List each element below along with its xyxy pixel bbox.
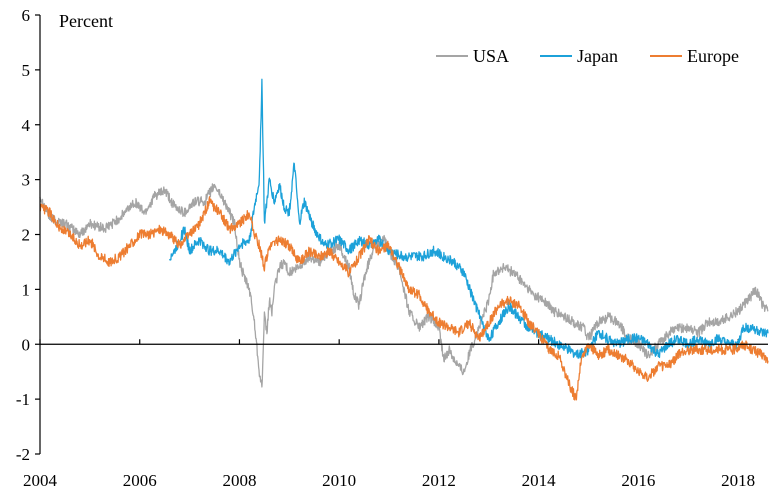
x-tick-label: 2008 bbox=[222, 471, 256, 490]
x-tick-label: 2004 bbox=[23, 471, 58, 490]
legend: USA Japan Europe bbox=[436, 46, 739, 66]
x-tick-label: 2012 bbox=[422, 471, 456, 490]
y-axis-ticks: 6 5 4 3 2 1 0 -1 -2 bbox=[16, 6, 40, 464]
y-tick-label: 1 bbox=[22, 280, 31, 299]
y-axis-title: Percent bbox=[59, 11, 113, 31]
y-tick-label: -1 bbox=[16, 390, 30, 409]
y-tick-label: 4 bbox=[22, 116, 31, 135]
x-axis-ticks: 2004 2006 2008 2010 2012 2014 2016 2018 bbox=[23, 339, 755, 490]
y-tick-label: 2 bbox=[22, 226, 31, 245]
x-tick-label: 2014 bbox=[522, 471, 557, 490]
y-tick-label: 0 bbox=[22, 335, 31, 354]
y-tick-label: 6 bbox=[22, 6, 31, 25]
y-tick-label: -2 bbox=[16, 445, 30, 464]
legend-label-japan: Japan bbox=[577, 46, 618, 66]
series-line-japan bbox=[169, 78, 769, 359]
series-line-europe bbox=[39, 196, 769, 401]
legend-label-usa: USA bbox=[473, 46, 509, 66]
legend-label-europe: Europe bbox=[687, 46, 739, 66]
series-lines bbox=[39, 78, 769, 401]
x-tick-label: 2006 bbox=[123, 471, 157, 490]
x-tick-label: 2018 bbox=[721, 471, 755, 490]
x-tick-label: 2016 bbox=[621, 471, 655, 490]
y-tick-label: 3 bbox=[22, 171, 31, 190]
x-tick-label: 2010 bbox=[322, 471, 356, 490]
y-tick-label: 5 bbox=[22, 61, 31, 80]
series-line-usa bbox=[39, 183, 769, 388]
